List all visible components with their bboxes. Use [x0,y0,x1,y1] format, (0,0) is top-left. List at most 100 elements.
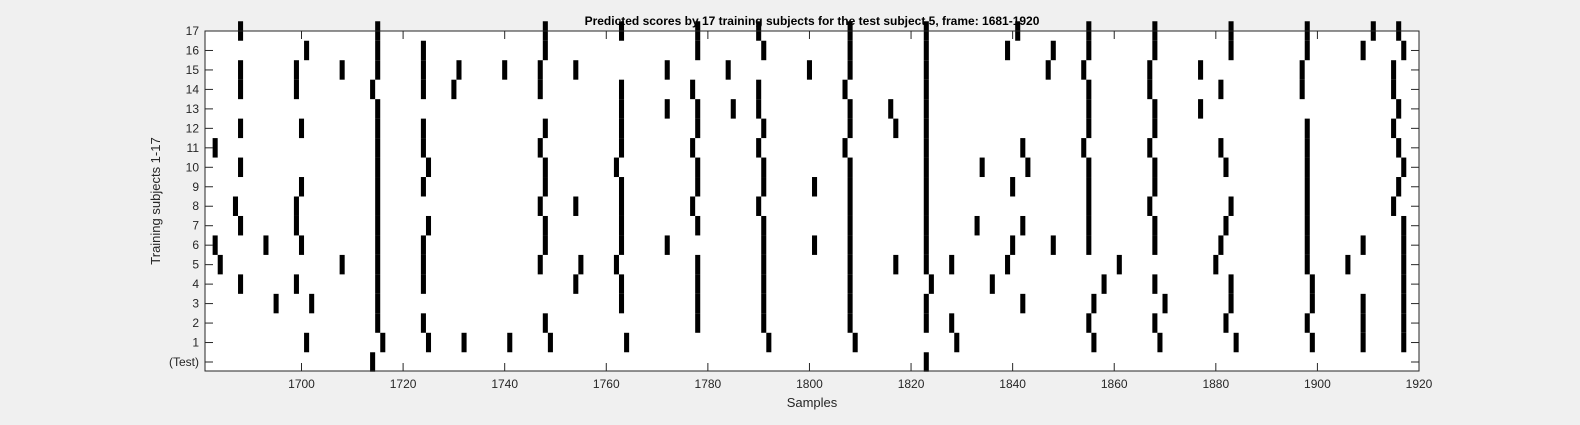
score-mark-row-16-7 [923,40,929,61]
x-tick-label: 1780 [695,377,722,391]
score-mark-row-6-13 [1050,235,1056,255]
score-mark-row-7-3 [425,215,432,236]
score-mark-row-16-4 [695,40,701,61]
score-mark-row-2-0 [375,313,381,333]
score-mark-row-0-0 [370,352,376,372]
y-tick-label: 1 [192,336,199,350]
x-axis-label: Samples [787,395,838,410]
y-tick-label: 13 [186,102,200,116]
score-mark-row-12-6 [695,118,701,139]
x-tick-label: 1880 [1202,377,1229,391]
score-mark-row-6-12 [1010,235,1016,255]
score-mark-row-16-15 [1401,40,1407,61]
score-mark-row-2-1 [420,313,426,333]
y-tick-label: 14 [186,82,200,96]
score-mark-row-1-0 [304,332,310,353]
score-mark-row-1-2 [425,332,432,353]
score-mark-row-9-9 [923,177,929,197]
score-mark-row-5-4 [537,254,543,275]
score-mark-row-3-6 [847,293,853,314]
score-mark-row-13-8 [923,99,929,119]
score-mark-row-3-7 [923,293,929,314]
score-mark-row-12-1 [298,118,305,139]
x-axis-ticks: 1700 1720 1740 1760 1780 1800 1820 1840 1860 1880… [288,31,1433,391]
score-mark-row-4-12 [1152,274,1158,294]
score-mark-row-11-10 [1081,138,1087,158]
score-mark-row-15-6 [502,60,508,80]
score-mark-row-5-14 [1116,254,1122,275]
score-mark-row-9-2 [420,177,426,197]
score-mark-row-15-8 [573,60,579,80]
score-mark-row-6-5 [542,235,548,255]
score-mark-row-6-11 [923,235,929,255]
score-mark-row-2-7 [949,313,955,333]
score-mark-row-16-2 [420,40,426,61]
axes-box [204,30,1420,372]
score-mark-row-0-1 [923,352,929,372]
score-mark-row-6-16 [1218,235,1224,255]
score-mark-row-10-9 [979,157,985,178]
score-mark-row-6-8 [761,235,767,255]
score-mark-row-4-2 [375,274,381,294]
score-mark-row-1-12 [1233,332,1239,353]
score-mark-row-14-3 [420,79,426,100]
x-tick-label: 1840 [999,377,1026,391]
score-mark-row-14-5 [537,79,543,100]
score-mark-row-16-13 [1304,40,1310,61]
chart-title: Predicted scores by 17 training subjects… [585,14,1040,28]
score-mark-row-14-10 [923,79,929,100]
score-mark-row-10-10 [1025,157,1031,178]
score-mark-row-6-6 [618,235,625,255]
score-mark-row-8-14 [1391,196,1397,216]
score-mark-row-12-8 [847,118,853,139]
score-mark-row-1-6 [624,332,630,353]
score-mark-row-6-9 [812,235,818,255]
score-mark-row-5-11 [923,254,929,275]
x-tick-label: 1800 [796,377,823,391]
score-mark-row-7-15 [1304,215,1310,236]
score-mark-row-13-6 [847,99,853,119]
score-mark-row-15-18 [1299,60,1305,80]
plot-area [205,31,1419,371]
score-mark-row-6-7 [664,235,670,255]
score-mark-row-1-9 [954,332,960,353]
score-mark-row-8-4 [573,196,579,216]
score-mark-row-5-5 [578,254,584,275]
score-mark-row-13-7 [888,99,894,119]
score-mark-row-3-9 [1091,293,1097,314]
score-mark-row-13-0 [375,99,381,119]
score-mark-row-14-12 [1147,79,1153,100]
score-mark-row-13-3 [695,99,701,119]
score-mark-row-1-14 [1360,332,1366,353]
score-mark-row-1-10 [1091,332,1097,353]
score-mark-row-12-10 [923,118,929,139]
score-mark-row-6-1 [263,235,269,255]
score-mark-row-8-1 [293,196,299,216]
score-marks [212,21,1407,372]
score-mark-row-16-11 [1152,40,1158,61]
score-mark-row-1-3 [461,332,467,353]
score-mark-row-5-18 [1401,254,1407,275]
score-mark-row-15-14 [1045,60,1051,80]
score-mark-row-13-1 [618,99,625,119]
score-mark-row-4-11 [1101,274,1107,294]
x-tick-label: 1900 [1304,377,1331,391]
score-mark-row-13-2 [664,99,670,119]
score-mark-row-1-5 [547,332,553,353]
score-mark-row-14-1 [293,79,299,100]
y-tick-label: 6 [192,238,199,252]
score-mark-row-7-12 [1086,215,1092,236]
score-mark-row-10-14 [1304,157,1310,178]
score-mark-row-12-3 [420,118,426,139]
score-mark-row-15-9 [664,60,670,80]
score-mark-row-13-10 [1152,99,1158,119]
score-mark-row-15-13 [923,60,929,80]
score-mark-row-1-13 [1309,332,1315,353]
score-mark-row-16-6 [847,40,853,61]
score-mark-row-16-12 [1228,40,1234,61]
score-mark-row-5-0 [217,254,223,275]
score-mark-row-2-2 [542,313,548,333]
score-mark-row-6-18 [1360,235,1366,255]
